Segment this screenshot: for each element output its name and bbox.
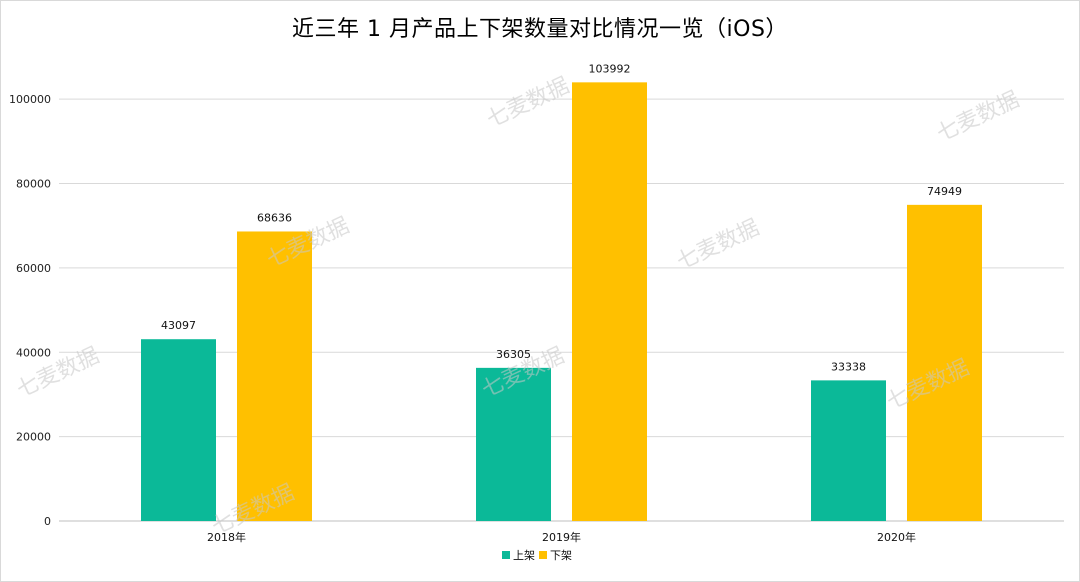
legend-label: 下架: [550, 549, 572, 562]
bar-delisted: [237, 231, 312, 521]
y-tick-label: 100000: [9, 93, 51, 106]
legend-swatch: [502, 551, 510, 559]
x-tick-label: 2020年: [877, 530, 916, 544]
legend-swatch: [539, 551, 547, 559]
y-tick-label: 20000: [16, 431, 51, 444]
data-label: 68636: [257, 211, 292, 224]
watermark: 七麦数据: [933, 87, 1023, 147]
x-tick-label: 2019年: [542, 530, 581, 544]
chart-title: 近三年 1 月产品上下架数量对比情况一览（iOS）: [292, 17, 788, 42]
x-tick-label: 2018年: [207, 530, 246, 544]
bar-listed: [476, 367, 551, 521]
data-label: 74949: [927, 185, 962, 198]
y-tick-label: 0: [44, 515, 51, 528]
legend-label: 上架: [513, 549, 535, 562]
watermark: 七麦数据: [673, 215, 763, 275]
y-tick-label: 40000: [16, 346, 51, 359]
data-label: 103992: [589, 62, 631, 75]
data-label: 43097: [161, 319, 196, 332]
bar-delisted: [572, 82, 647, 521]
bar-delisted: [907, 204, 982, 521]
data-label: 36305: [496, 348, 531, 361]
bar-listed: [811, 380, 886, 521]
data-label: 33338: [831, 360, 866, 373]
y-tick-label: 60000: [16, 262, 51, 275]
y-tick-label: 80000: [16, 178, 51, 191]
bar-listed: [141, 339, 216, 521]
watermark: 七麦数据: [483, 73, 573, 133]
